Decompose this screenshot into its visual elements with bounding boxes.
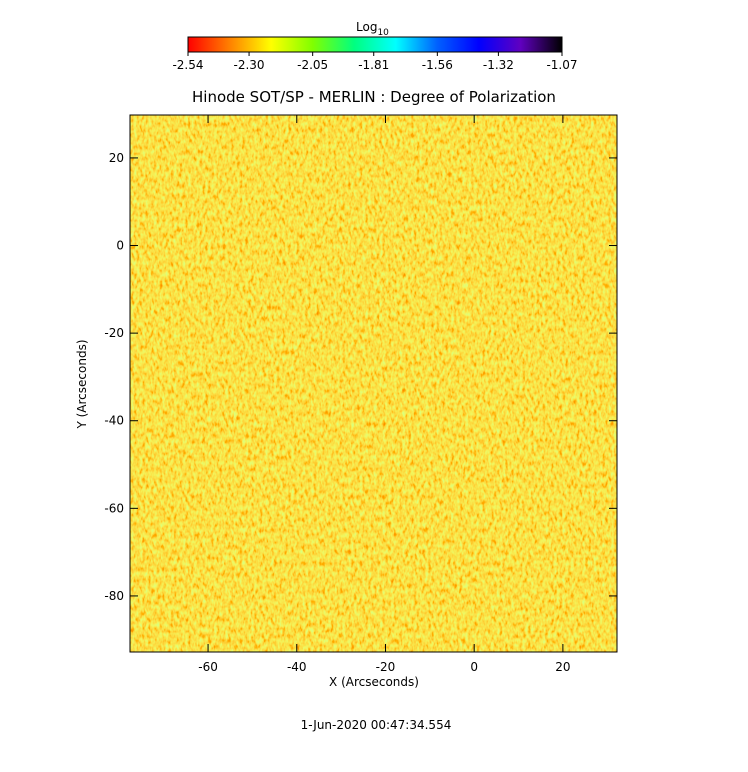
colorbar-tick-label: -2.30 <box>234 58 265 72</box>
heatmap-image <box>130 115 617 652</box>
footer-timestamp: 1-Jun-2020 00:47:34.554 <box>301 718 452 732</box>
colorbar-tick-label: -1.81 <box>358 58 389 72</box>
colorbar-label: Log10 <box>356 20 389 38</box>
x-tick-label: 0 <box>470 660 478 674</box>
y-tick-label: -60 <box>104 501 124 515</box>
y-tick-label: -20 <box>104 326 124 340</box>
y-axis-label: Y (Arcseconds) <box>75 339 89 429</box>
colorbar <box>187 36 563 53</box>
y-tick-label: -40 <box>104 414 124 428</box>
colorbar-tick-label: -1.32 <box>483 58 514 72</box>
x-tick-label: 20 <box>555 660 570 674</box>
colorbar-tick-label: -1.56 <box>422 58 453 72</box>
colorbar-label-subscript: 10 <box>377 28 389 38</box>
y-tick-label: -80 <box>104 589 124 603</box>
x-tick-label: -20 <box>376 660 396 674</box>
chart-title: Hinode SOT/SP - MERLIN : Degree of Polar… <box>192 88 556 106</box>
x-tick-label: -40 <box>287 660 307 674</box>
x-axis-label: X (Arcseconds) <box>329 675 419 689</box>
colorbar-tick-label: -2.05 <box>297 58 328 72</box>
y-tick-label: 0 <box>116 239 124 253</box>
x-tick-label: -60 <box>198 660 218 674</box>
colorbar-tick-label: -2.54 <box>172 58 203 72</box>
colorbar-label-base: Log <box>356 20 377 34</box>
colorbar-tick-label: -1.07 <box>546 58 577 72</box>
y-tick-label: 20 <box>109 151 124 165</box>
plot-frame <box>129 114 618 653</box>
